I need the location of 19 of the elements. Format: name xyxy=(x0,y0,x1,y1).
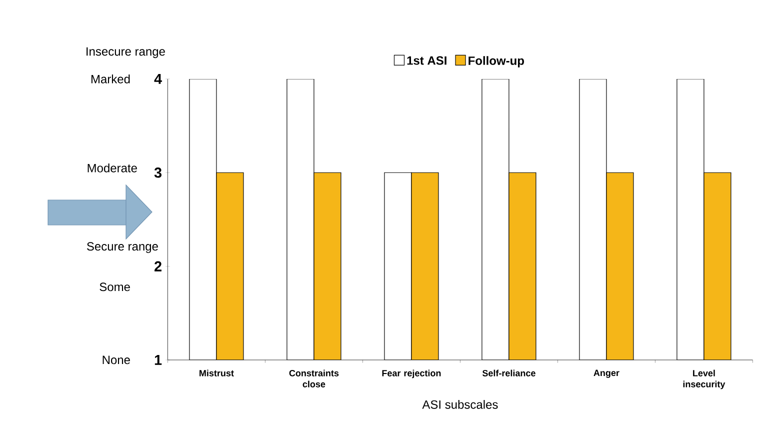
y-tick-label: 3 xyxy=(154,168,162,178)
y-tick-label: 2 xyxy=(154,261,162,272)
text: Marked xyxy=(91,74,130,84)
x-tick-label: Mistrust xyxy=(200,370,234,376)
y-tick-label: 1 xyxy=(154,354,162,365)
text: Secure range xyxy=(87,242,158,253)
x-tick-label: Fear rejection xyxy=(382,370,441,378)
x-tick-label: Self-reliance xyxy=(482,370,536,376)
text: Moderate xyxy=(88,164,137,172)
text: None xyxy=(102,356,130,364)
text: Insecure range xyxy=(86,47,165,58)
x-tick-label: Anger xyxy=(594,370,620,378)
x-tick-label: Constraints close xyxy=(289,370,339,388)
y-tick-label: 4 xyxy=(154,74,162,84)
x-tick-label: Level insecurity xyxy=(683,370,726,390)
text: Some xyxy=(100,282,130,292)
x-axis-title: ASI subscales xyxy=(422,400,498,409)
legend-label: Follow-up xyxy=(468,56,524,68)
legend-label: 1st ASI xyxy=(407,56,446,65)
